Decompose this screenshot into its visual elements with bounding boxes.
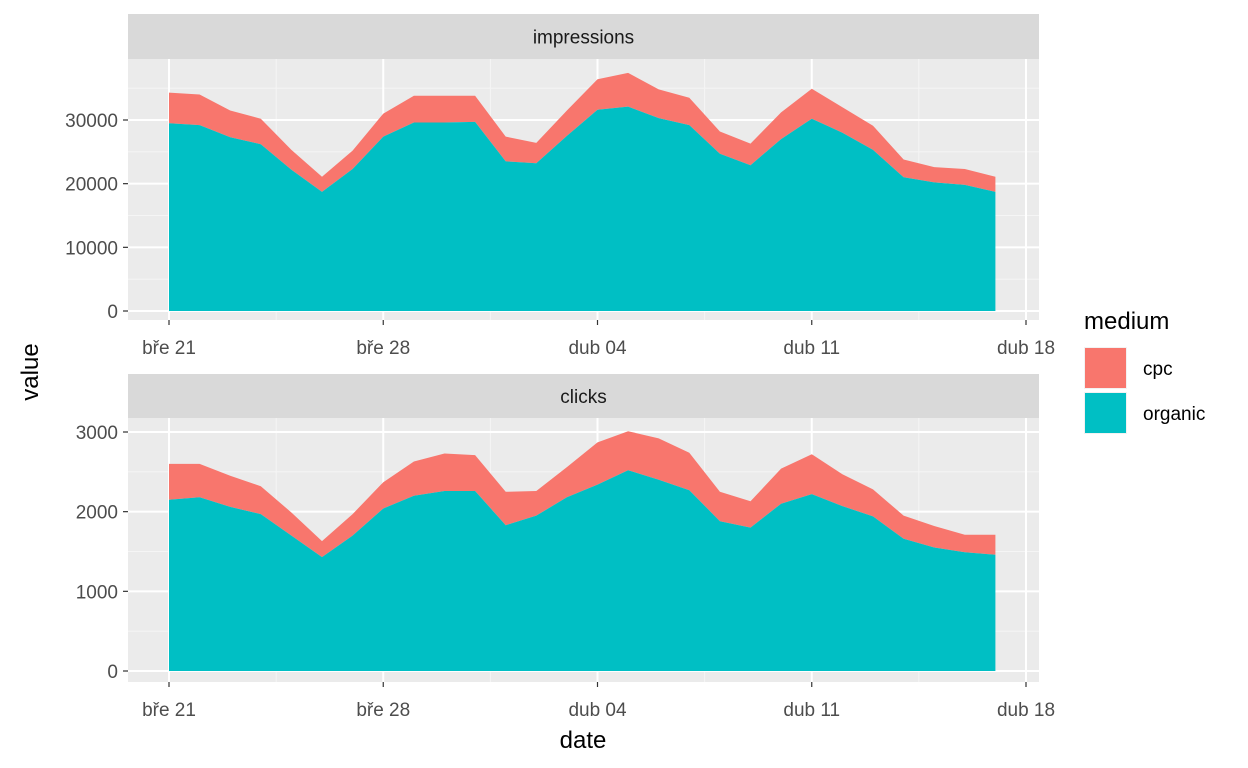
x-axis-title: date [560, 727, 607, 754]
x-tick-label: bře 28 [356, 338, 410, 359]
strip-background [128, 14, 1039, 59]
x-tick-label: dub 11 [783, 338, 840, 359]
x-tick-label: dub 11 [783, 700, 840, 721]
legend-swatch-organic [1085, 393, 1126, 433]
x-tick-label: bře 21 [142, 700, 196, 721]
area-organic [169, 106, 996, 311]
legend: medium cpc organic [1084, 308, 1205, 434]
strip-background [128, 374, 1039, 418]
x-tick-label: dub 04 [568, 338, 627, 359]
y-tick-label: 2000 [76, 503, 118, 524]
strip-label: impressions [533, 28, 634, 49]
x-tick-label: bře 28 [356, 700, 410, 721]
y-tick-label: 1000 [76, 582, 118, 603]
x-tick-label: dub 18 [997, 700, 1055, 721]
facet-panel-impressions: impressions 0 10000 20000 30000 bře 21 bře 28 d… [65, 14, 1055, 359]
y-tick-label: 3000 [76, 423, 118, 444]
y-axis-title: value [17, 343, 44, 400]
legend-swatch-cpc [1085, 348, 1126, 388]
y-tick-label: 10000 [65, 238, 118, 259]
facet-panel-clicks: clicks 0 1000 2000 3000 bře 21 bře 28 dub 04 dub… [76, 374, 1055, 721]
area-organic [169, 470, 996, 671]
strip-label: clicks [560, 387, 606, 408]
legend-title: medium [1084, 308, 1169, 335]
x-tick-label: dub 04 [568, 700, 627, 721]
x-tick-label: bře 21 [142, 338, 196, 359]
legend-label-cpc: cpc [1143, 359, 1173, 380]
y-tick-label: 20000 [65, 175, 118, 196]
area-cpc [169, 72, 996, 192]
y-tick-label: 30000 [65, 111, 118, 132]
area-cpc [169, 431, 996, 558]
legend-label-organic: organic [1143, 404, 1205, 425]
y-tick-label: 0 [107, 302, 118, 323]
y-tick-label: 0 [107, 662, 118, 683]
x-tick-label: dub 18 [997, 338, 1055, 359]
